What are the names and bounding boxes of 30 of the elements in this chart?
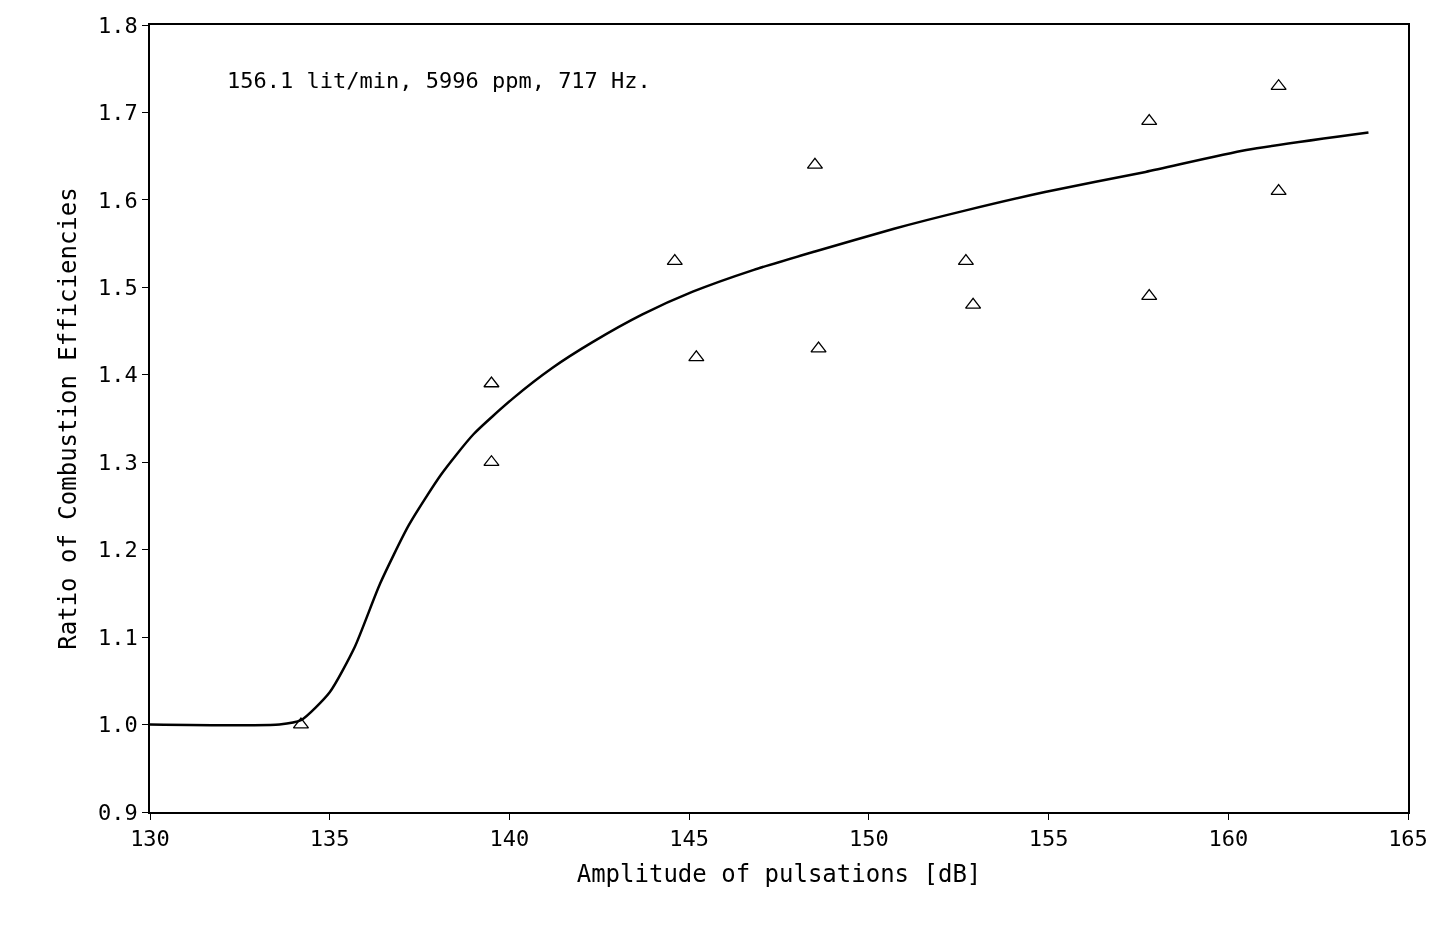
point <box>666 253 683 265</box>
point <box>1270 183 1287 196</box>
y-tick-label: 1.6 <box>98 187 138 213</box>
y-tick-label: 1.5 <box>98 275 138 301</box>
point <box>483 455 500 467</box>
x-tick-label: 160 <box>1208 826 1249 852</box>
x-tick-label: 165 <box>1388 826 1428 852</box>
y-tick-label: 1.3 <box>98 449 138 475</box>
x-tick-label: 150 <box>848 826 889 852</box>
point <box>1141 288 1158 300</box>
y-axis-title: Ratio of Combustion Efficiencies <box>53 187 82 650</box>
point <box>1270 79 1287 91</box>
x-tick-label: 145 <box>669 826 710 852</box>
y-tick-label: 1.1 <box>98 624 138 650</box>
y-tick-label: 1.8 <box>98 12 138 38</box>
x-tick-label: 140 <box>489 826 530 852</box>
y-tick-label: 1.2 <box>98 537 138 563</box>
point <box>810 341 827 353</box>
x-tick-label: 130 <box>130 826 170 852</box>
x-tick-label: 135 <box>309 826 350 852</box>
annotation: 156.1 lit/min, 5996 ppm, 717 Hz. <box>227 68 651 93</box>
y-tick-label: 0.9 <box>98 799 138 825</box>
x-axis-title: Amplitude of pulsations [dB] <box>576 859 982 888</box>
point <box>483 376 500 388</box>
y-tick-label: 1.4 <box>98 362 138 388</box>
point <box>688 350 705 362</box>
x-tick-label: 155 <box>1028 826 1069 852</box>
y-tick-label: 1.7 <box>98 100 138 126</box>
point <box>1141 114 1158 126</box>
y-tick-label: 1.0 <box>98 712 138 738</box>
